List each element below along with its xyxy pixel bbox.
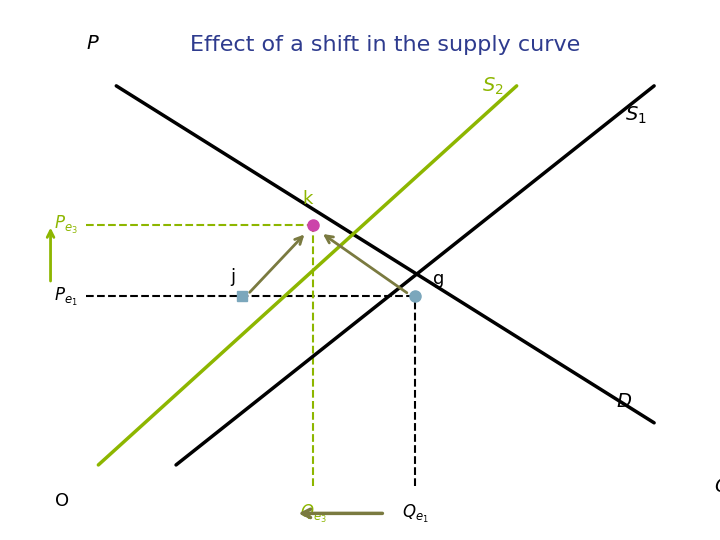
Text: D: D — [617, 392, 631, 411]
Title: Effect of a shift in the supply curve: Effect of a shift in the supply curve — [190, 35, 580, 55]
Text: Q: Q — [714, 476, 720, 496]
Text: $P_{e_3}$: $P_{e_3}$ — [54, 214, 78, 236]
Text: O: O — [55, 492, 70, 510]
Text: $Q_{e_1}$: $Q_{e_1}$ — [402, 503, 428, 525]
Text: $S_1$: $S_1$ — [625, 105, 647, 126]
Text: P: P — [86, 34, 98, 53]
Text: j: j — [230, 268, 236, 286]
Text: $Q_{e_3}$: $Q_{e_3}$ — [300, 503, 327, 525]
Text: $P_{e_1}$: $P_{e_1}$ — [54, 286, 78, 307]
Text: g: g — [433, 270, 444, 288]
Text: k: k — [302, 190, 312, 208]
Text: $S_2$: $S_2$ — [482, 75, 503, 97]
